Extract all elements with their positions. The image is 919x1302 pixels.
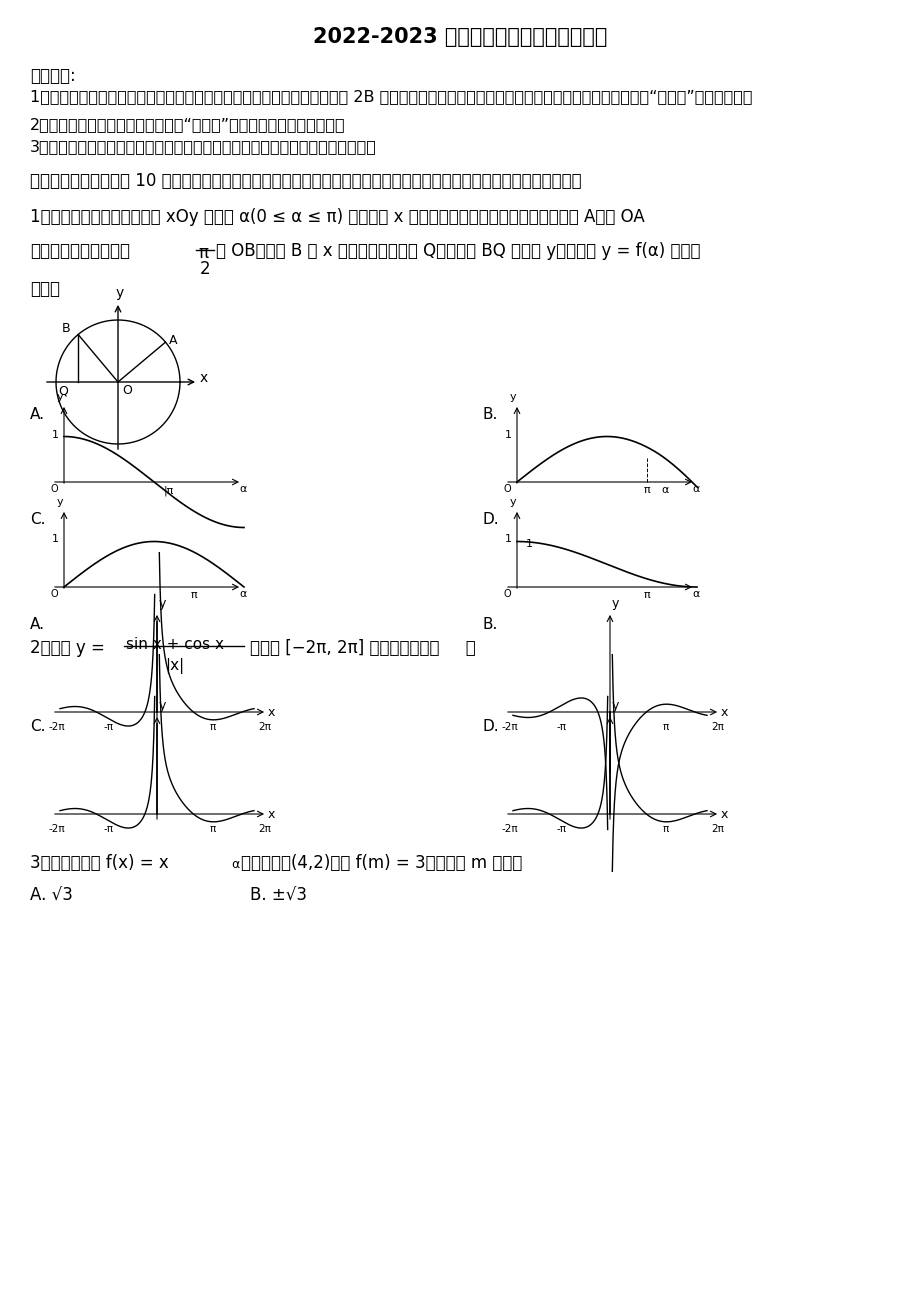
Text: B: B <box>62 322 71 335</box>
Text: -2π: -2π <box>49 824 65 835</box>
Text: π: π <box>642 590 649 600</box>
Text: 2π: 2π <box>710 824 723 835</box>
Text: 考生须知:: 考生须知: <box>30 66 75 85</box>
Text: α: α <box>660 486 667 495</box>
Text: x: x <box>199 371 208 385</box>
Text: y: y <box>509 497 516 506</box>
Text: π: π <box>210 723 216 732</box>
Text: 3．已知幂函数 f(x) = x: 3．已知幂函数 f(x) = x <box>30 854 168 872</box>
Text: 的图像过点(4,2)，若 f(m) = 3，则实数 m 的值为: 的图像过点(4,2)，若 f(m) = 3，则实数 m 的值为 <box>241 854 522 872</box>
Text: π: π <box>663 824 668 835</box>
Text: π: π <box>663 723 668 732</box>
Text: 3．保持卡面清洁，不要折叠，不要弄破、弄皿，在草稿纸、试题卷上答题无效。: 3．保持卡面清洁，不要折叠，不要弄破、弄皿，在草稿纸、试题卷上答题无效。 <box>30 139 377 154</box>
Text: A.: A. <box>30 408 45 422</box>
Text: 1: 1 <box>52 430 59 440</box>
Text: y: y <box>509 392 516 402</box>
Text: 2．函数 y =: 2．函数 y = <box>30 639 105 658</box>
Text: 1: 1 <box>52 535 59 544</box>
Text: O: O <box>503 589 510 599</box>
Text: 2．请用黑色字迹的钓笔或答字笔在“答题纸”上先填写姓名和准考证号。: 2．请用黑色字迹的钓笔或答字笔在“答题纸”上先填写姓名和准考证号。 <box>30 117 346 132</box>
Text: 1: 1 <box>525 539 532 548</box>
Text: y: y <box>116 286 124 299</box>
Text: O: O <box>51 589 58 599</box>
Text: -π: -π <box>104 723 114 732</box>
Text: B.: B. <box>482 617 498 631</box>
Text: y: y <box>611 699 618 712</box>
Text: 一、选择题（本大题共 10 小题；在每小题给出的四个选项中，只有一个选项符合题意，请将正确选项填涂在答题卡上．）: 一、选择题（本大题共 10 小题；在每小题给出的四个选项中，只有一个选项符合题意… <box>30 172 581 190</box>
Text: α: α <box>691 484 698 493</box>
Text: -2π: -2π <box>49 723 65 732</box>
Text: -π: -π <box>556 824 566 835</box>
Text: y: y <box>611 598 618 611</box>
Text: 至 OB，过点 B 作 x 轴的垂线，垂足为 Q．记线段 BQ 的长为 y，则函数 y = f(α) 的图象: 至 OB，过点 B 作 x 轴的垂线，垂足为 Q．记线段 BQ 的长为 y，则函… <box>216 242 699 260</box>
Text: Q: Q <box>58 384 68 397</box>
Text: 1: 1 <box>505 430 512 440</box>
Text: -2π: -2π <box>501 824 517 835</box>
Text: |π: |π <box>164 486 174 496</box>
Text: x: x <box>267 706 275 719</box>
Text: -π: -π <box>556 723 566 732</box>
Text: y: y <box>159 598 166 611</box>
Text: O: O <box>503 484 510 493</box>
Text: O: O <box>122 384 131 397</box>
Text: y: y <box>57 497 63 506</box>
Text: B.: B. <box>482 408 498 422</box>
Text: 2π: 2π <box>710 723 723 732</box>
Text: α: α <box>231 858 239 871</box>
Text: x: x <box>267 807 275 820</box>
Text: 2022-2023 学年高一上数学期末模拟试卷: 2022-2023 学年高一上数学期末模拟试卷 <box>312 27 607 47</box>
Text: B. ±√3: B. ±√3 <box>250 887 307 905</box>
Text: x: x <box>720 807 728 820</box>
Text: α: α <box>691 589 698 599</box>
Text: 1．如图，在平面直角坐标系 xOy 中，角 α(0 ≤ α ≤ π) 的始边为 x 轴的非负半轴，终边与单位圆的交点为 A，将 OA: 1．如图，在平面直角坐标系 xOy 中，角 α(0 ≤ α ≤ π) 的始边为 … <box>30 208 644 227</box>
Text: C.: C. <box>30 719 45 734</box>
Text: 在区间 [−2π, 2π] 的图象大致是（     ）: 在区间 [−2π, 2π] 的图象大致是（ ） <box>250 639 475 658</box>
Text: 大致是: 大致是 <box>30 280 60 298</box>
Text: 2: 2 <box>199 260 210 279</box>
Text: π: π <box>198 243 208 262</box>
Text: 1．全卷分选择题和非选择题两部分，全部在答题纸上作答。选择题必须用 2B 铅笔填涂；非选择题的答案必须用黑色字迹的钓笔或答字笔写在“答题纸”相应位置上。: 1．全卷分选择题和非选择题两部分，全部在答题纸上作答。选择题必须用 2B 铅笔填… <box>30 89 752 104</box>
Text: A: A <box>168 333 176 346</box>
Text: π: π <box>642 486 649 495</box>
Text: D.: D. <box>482 512 499 527</box>
Text: C.: C. <box>30 512 45 527</box>
Text: -π: -π <box>104 824 114 835</box>
Text: α: α <box>239 589 246 599</box>
Text: 1: 1 <box>505 535 512 544</box>
Text: y: y <box>57 392 63 402</box>
Text: y: y <box>159 699 166 712</box>
Text: x: x <box>720 706 728 719</box>
Text: α: α <box>239 484 246 493</box>
Text: π: π <box>210 824 216 835</box>
Text: 2π: 2π <box>258 824 271 835</box>
Text: D.: D. <box>482 719 499 734</box>
Text: 2π: 2π <box>258 723 271 732</box>
Text: 绕坐标原点逆时针旋转: 绕坐标原点逆时针旋转 <box>30 242 130 260</box>
Text: A. √3: A. √3 <box>30 887 73 905</box>
Text: -2π: -2π <box>501 723 517 732</box>
Text: sin x + cos x: sin x + cos x <box>126 637 223 652</box>
Text: |x|: |x| <box>165 658 184 674</box>
Text: A.: A. <box>30 617 45 631</box>
Text: π: π <box>190 590 197 600</box>
Text: O: O <box>51 484 58 493</box>
